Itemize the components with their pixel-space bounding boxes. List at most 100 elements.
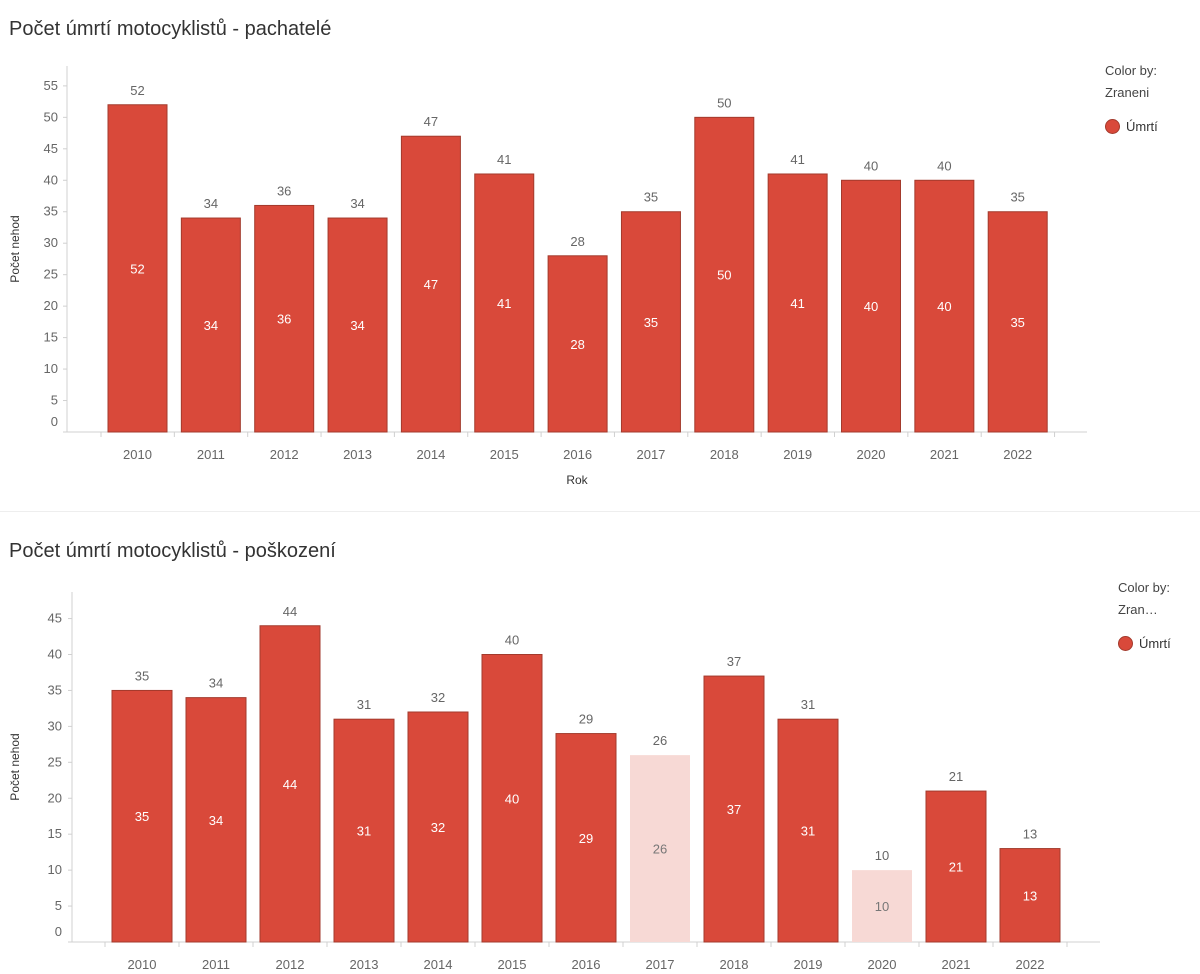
- y-tick-label: 5: [51, 393, 58, 408]
- y-tick-label: 25: [44, 267, 58, 282]
- bar-2015[interactable]: [474, 173, 535, 433]
- data-label-top-2014: 32: [431, 690, 445, 705]
- data-label-inside-2013: 31: [357, 824, 371, 839]
- data-label-inside-2015: 41: [497, 296, 511, 311]
- bar-2016[interactable]: [555, 733, 617, 943]
- legend-title-line1: Color by:: [1118, 580, 1171, 595]
- y-tick-label: 35: [44, 204, 58, 219]
- y-tick-label: 0: [51, 414, 58, 429]
- x-tick-label-2014: 2014: [416, 447, 445, 462]
- data-label-inside-2015: 40: [505, 791, 519, 806]
- bar-chart-poskozeni: 0 5 10 15 20 25 30 35 40 45 Počet nehod 35 35 2010 34 3…: [8, 592, 1100, 972]
- bar-2015[interactable]: [481, 654, 543, 943]
- y-tick-label: 15: [44, 330, 58, 345]
- chart-title: Počet úmrtí motocyklistů - poškození: [9, 540, 336, 562]
- x-tick-label-2012: 2012: [270, 447, 299, 462]
- data-label-top-2017: 35: [644, 190, 658, 205]
- bar-2020[interactable]: [841, 179, 901, 433]
- x-tick-label-2015: 2015: [490, 447, 519, 462]
- data-label-top-2011: 34: [204, 196, 218, 211]
- x-tick-label-2017: 2017: [646, 957, 675, 972]
- x-tick-label-2011: 2011: [202, 957, 230, 972]
- data-label-inside-2016: 29: [579, 831, 593, 846]
- bar-2022[interactable]: [987, 211, 1048, 433]
- bar-2017[interactable]: [630, 755, 690, 942]
- bar-2011[interactable]: [185, 697, 247, 943]
- legend-item-umrti[interactable]: Úmrtí: [1118, 636, 1171, 651]
- bar-2017[interactable]: [620, 211, 681, 433]
- bar-2012[interactable]: [259, 625, 321, 943]
- data-label-inside-2017: 26: [653, 842, 667, 857]
- bar-2019[interactable]: [777, 718, 839, 943]
- x-tick-label-2010: 2010: [128, 957, 157, 972]
- x-tick-label-2018: 2018: [710, 447, 739, 462]
- bar-2013[interactable]: [327, 217, 388, 433]
- x-tick-label-2012: 2012: [276, 957, 305, 972]
- x-tick-label-2014: 2014: [424, 957, 453, 972]
- data-label-inside-2018: 37: [727, 802, 741, 817]
- data-label-inside-2016: 28: [570, 337, 584, 352]
- bar-2011[interactable]: [180, 217, 241, 433]
- data-label-top-2017: 26: [653, 733, 667, 748]
- data-label-inside-2010: 35: [135, 809, 149, 824]
- data-label-top-2010: 52: [130, 83, 144, 98]
- legend-title: Color by: Zraneni: [1105, 60, 1157, 104]
- bar-2014[interactable]: [407, 711, 469, 943]
- bar-2013[interactable]: [333, 718, 395, 943]
- x-tick-label-2021: 2021: [930, 447, 959, 462]
- legend-item-label: Úmrtí: [1139, 636, 1171, 651]
- x-tick-label-2019: 2019: [783, 447, 812, 462]
- legend-swatch-icon: [1105, 119, 1120, 134]
- data-label-inside-2020: 40: [864, 299, 878, 314]
- y-tick-label: 0: [55, 924, 62, 939]
- data-label-inside-2020: 10: [875, 899, 889, 914]
- data-label-top-2010: 35: [135, 668, 149, 683]
- data-label-top-2013: 31: [357, 697, 371, 712]
- bar-2021[interactable]: [914, 179, 975, 433]
- y-tick-label: 35: [48, 682, 62, 697]
- y-tick-label: 15: [48, 826, 62, 841]
- x-tick-label-2011: 2011: [197, 447, 225, 462]
- y-tick-label: 55: [44, 78, 58, 93]
- bar-2010[interactable]: [111, 689, 173, 943]
- bar-2020[interactable]: [852, 870, 912, 942]
- bar-2014[interactable]: [400, 135, 461, 433]
- data-label-top-2020: 10: [875, 848, 889, 863]
- data-label-top-2021: 40: [937, 158, 951, 173]
- x-tick-label-2010: 2010: [123, 447, 152, 462]
- x-tick-label-2022: 2022: [1003, 447, 1032, 462]
- bar-2021[interactable]: [925, 790, 987, 943]
- data-label-top-2019: 41: [790, 152, 804, 167]
- bar-2016[interactable]: [547, 255, 608, 433]
- data-label-top-2016: 28: [570, 234, 584, 249]
- panel-divider: [0, 511, 1200, 512]
- data-label-inside-2012: 44: [283, 777, 297, 792]
- data-label-inside-2011: 34: [209, 813, 223, 828]
- x-tick-label-2013: 2013: [343, 447, 372, 462]
- data-label-top-2013: 34: [350, 196, 364, 211]
- bar-2019[interactable]: [767, 173, 828, 433]
- bar-2012[interactable]: [254, 204, 315, 433]
- data-label-inside-2022: 35: [1010, 315, 1024, 330]
- bar-2010[interactable]: [107, 104, 168, 433]
- data-label-inside-2018: 50: [717, 268, 731, 283]
- data-label-inside-2011: 34: [204, 318, 218, 333]
- bar-2022[interactable]: [999, 848, 1061, 943]
- y-axis-label: Počet nehod: [8, 215, 22, 282]
- y-tick-label: 10: [44, 361, 58, 376]
- x-tick-label-2021: 2021: [942, 957, 971, 972]
- bar-2018[interactable]: [703, 675, 765, 943]
- data-label-inside-2014: 32: [431, 820, 445, 835]
- y-axis-label: Počet nehod: [8, 733, 22, 800]
- legend-item-label: Úmrtí: [1126, 119, 1158, 134]
- y-tick-label: 30: [44, 235, 58, 250]
- data-label-inside-2013: 34: [350, 318, 364, 333]
- legend-item-umrti[interactable]: Úmrtí: [1105, 119, 1158, 134]
- y-tick-label: 10: [48, 862, 62, 877]
- legend-title-line1: Color by:: [1105, 63, 1158, 78]
- data-label-top-2018: 50: [717, 95, 731, 110]
- x-tick-label-2018: 2018: [720, 957, 749, 972]
- x-tick-label-2016: 2016: [563, 447, 592, 462]
- y-tick-label: 50: [44, 109, 58, 124]
- bar-2018[interactable]: [694, 116, 755, 433]
